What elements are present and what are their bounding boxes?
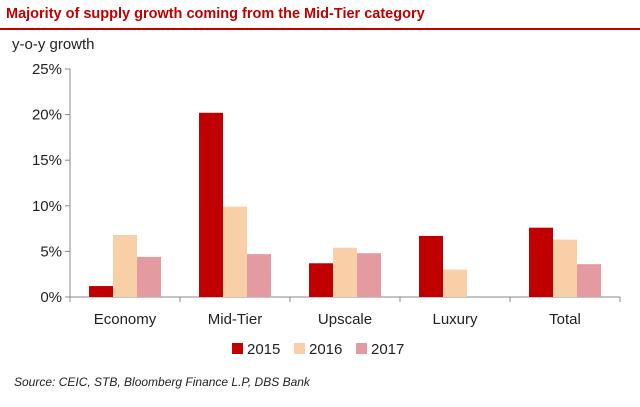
- bar-2015-mid-tier: [199, 112, 223, 297]
- x-tick-label: Mid-Tier: [208, 311, 262, 328]
- legend-swatch-2017: [356, 343, 367, 354]
- bar-2017-economy: [137, 256, 161, 297]
- bar-2016-total: [553, 239, 577, 297]
- bar-2015-total: [529, 227, 553, 297]
- y-tick-label: 15%: [32, 152, 62, 169]
- legend-label-2016: 2016: [309, 341, 342, 358]
- bar-2016-economy: [113, 234, 137, 297]
- bar-2015-upscale: [309, 263, 333, 297]
- x-tick-label: Upscale: [318, 311, 372, 328]
- bar-2017-total: [577, 264, 601, 297]
- bar-2017-mid-tier: [247, 254, 271, 297]
- x-tick-label: Luxury: [432, 311, 478, 328]
- y-tick-label: 5%: [40, 243, 62, 260]
- bar-2016-luxury: [443, 269, 467, 297]
- source-note: Source: CEIC, STB, Bloomberg Finance L.P…: [14, 375, 310, 389]
- bar-2015-economy: [89, 286, 113, 297]
- legend-label-2015: 2015: [247, 341, 280, 358]
- y-tick-label: 10%: [32, 198, 62, 215]
- legend-swatch-2016: [294, 343, 305, 354]
- legend-swatch-2015: [232, 343, 243, 354]
- x-tick-label: Economy: [94, 311, 157, 328]
- y-tick-label: 20%: [32, 107, 62, 124]
- bar-2016-mid-tier: [223, 206, 247, 297]
- bar-2016-upscale: [333, 247, 357, 297]
- title-divider: [0, 28, 640, 30]
- x-tick-label: Total: [549, 311, 581, 328]
- y-tick-label: 25%: [32, 61, 62, 78]
- y-tick-label: 0%: [40, 289, 62, 306]
- bar-2017-upscale: [357, 253, 381, 297]
- bar-2015-luxury: [419, 235, 443, 297]
- y-axis-label: y-o-y growth: [12, 36, 95, 53]
- legend-label-2017: 2017: [371, 341, 404, 358]
- chart-title: Majority of supply growth coming from th…: [6, 6, 425, 22]
